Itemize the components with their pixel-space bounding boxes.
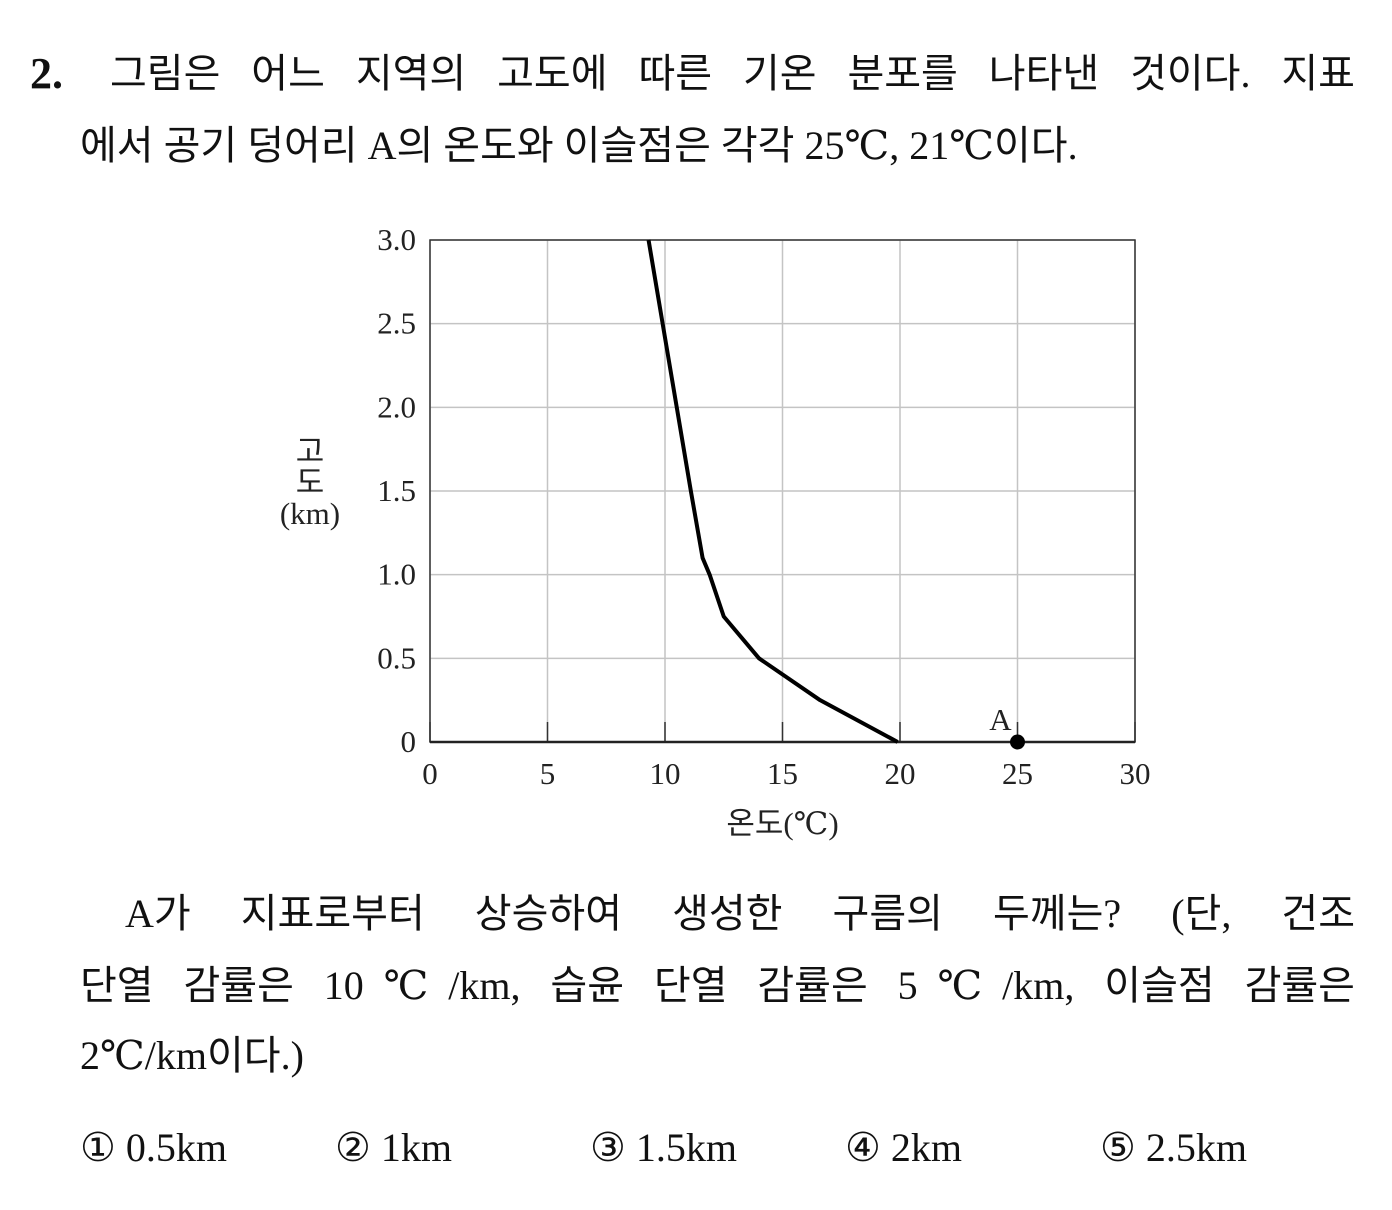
question-line: 2℃/km이다.) bbox=[80, 1033, 304, 1078]
choice[interactable]: ② 1km bbox=[335, 1125, 452, 1170]
x-tick-label: 30 bbox=[1120, 756, 1151, 791]
y-tick-label: 3.0 bbox=[377, 222, 416, 257]
chart: 0 5 10 15 20 25 30 0 0.5 1.0 1.5 2.0 2.5 3.0 온도(℃) 고도(k… bbox=[280, 222, 1151, 841]
point-label: A bbox=[989, 702, 1012, 737]
question-line: 단열 감률은 10℃/km, 습윤 단열 감률은 5℃/km, 이슬점 감률은 bbox=[80, 963, 1355, 1008]
y-tick-label: 1.0 bbox=[377, 557, 416, 592]
y-axis-label: 도 bbox=[296, 465, 325, 500]
air-parcel-point bbox=[1010, 734, 1025, 750]
y-tick-label: 1.5 bbox=[377, 473, 416, 508]
question-line: 에서 공기 덩어리 A의 온도와 이슬점은 각각 25℃, 21℃이다. bbox=[80, 123, 1078, 168]
y-tick-label: 0.5 bbox=[377, 640, 416, 675]
x-axis-label: 온도(℃) bbox=[726, 806, 838, 841]
question-line: A가 지표로부터 상승하여 생성한 구름의 두께는? (단, 건조 bbox=[125, 891, 1355, 936]
x-tick-label: 15 bbox=[767, 756, 798, 791]
y-tick-label: 2.5 bbox=[377, 306, 416, 341]
y-tick-label: 0 bbox=[401, 724, 417, 759]
choice[interactable]: ④ 2km bbox=[845, 1125, 962, 1170]
temperature-curve bbox=[646, 239, 899, 744]
y-axis-label: 고 bbox=[296, 434, 325, 469]
x-tick-label: 0 bbox=[422, 756, 438, 791]
x-tick-label: 10 bbox=[650, 756, 681, 791]
y-tick-label: 2.0 bbox=[377, 389, 416, 424]
choice[interactable]: ③ 1.5km bbox=[590, 1125, 737, 1170]
choice[interactable]: ⑤ 2.5km bbox=[1100, 1125, 1247, 1170]
y-axis-label: (km) bbox=[280, 496, 340, 531]
x-tick-label: 5 bbox=[540, 756, 556, 791]
choice[interactable]: ① 0.5km bbox=[80, 1125, 227, 1170]
question-line: 그림은 어느 지역의 고도에 따른 기온 분포를 나타낸 것이다. 지표 bbox=[110, 51, 1355, 96]
x-tick-label: 20 bbox=[885, 756, 916, 791]
x-tick-label: 25 bbox=[1002, 756, 1033, 791]
question-number: 2. bbox=[30, 49, 63, 98]
